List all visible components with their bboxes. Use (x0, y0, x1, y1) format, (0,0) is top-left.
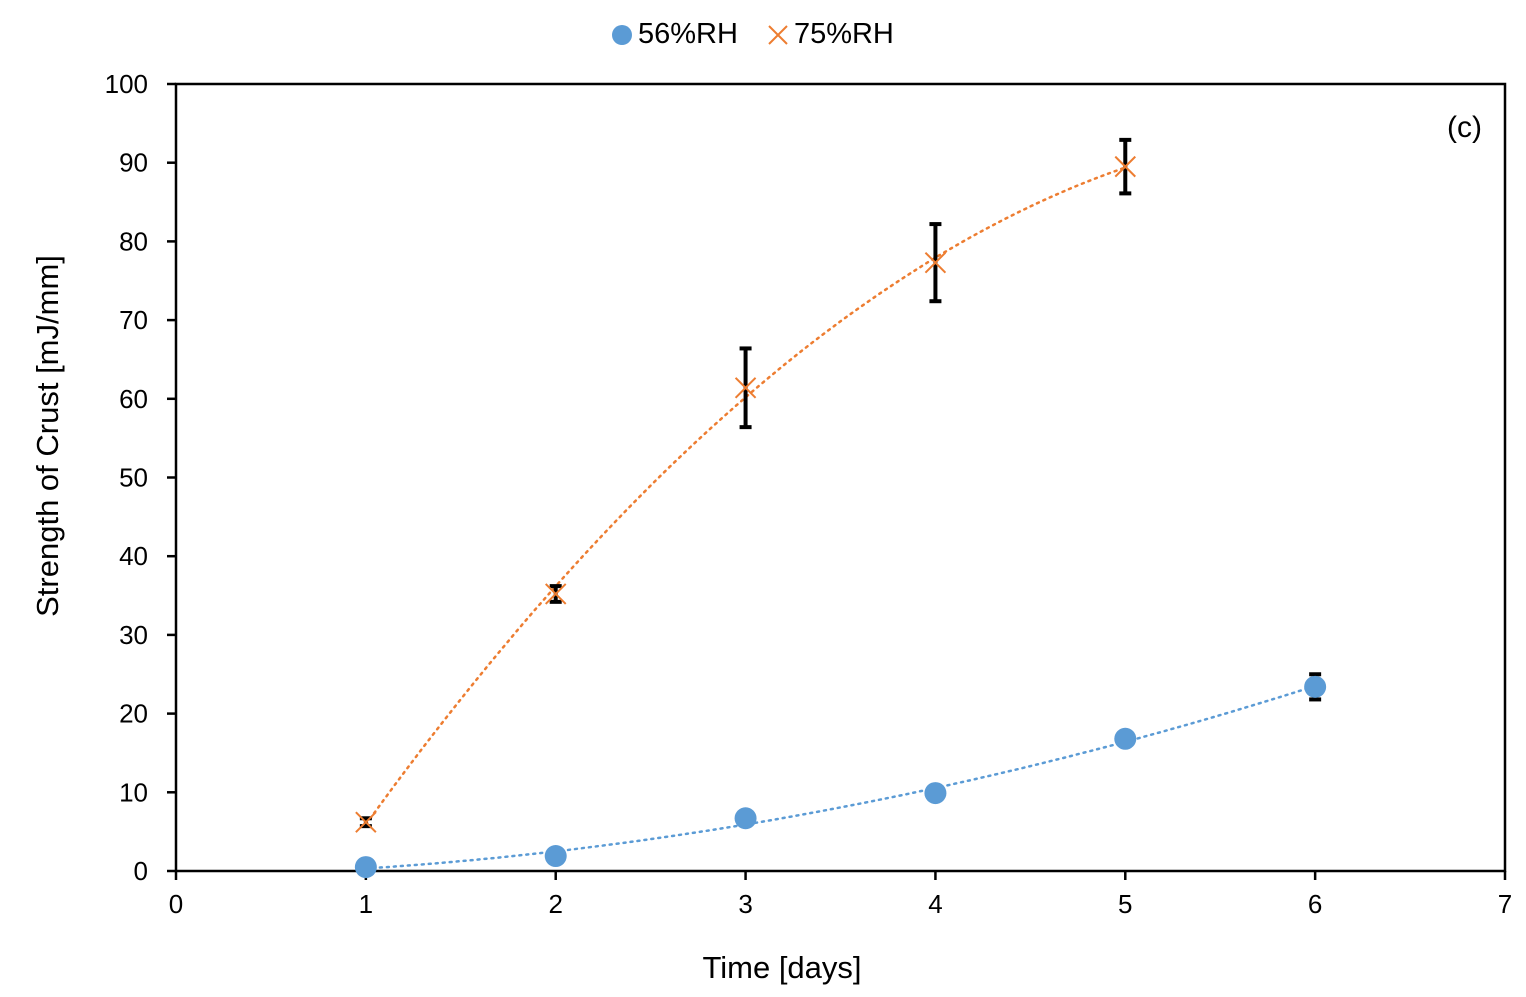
data-point (734, 377, 757, 399)
data-point (545, 583, 567, 605)
trendline-0 (364, 684, 1317, 870)
data-point (1114, 155, 1136, 178)
x-tick-label: 7 (1498, 889, 1512, 919)
y-tick-label: 50 (119, 463, 148, 493)
data-point (734, 807, 757, 830)
x-marker-icon (768, 24, 788, 45)
y-tick-label: 60 (119, 384, 148, 414)
data-point (355, 811, 377, 833)
panel-label: (c) (1447, 111, 1482, 144)
y-tick-label: 0 (134, 856, 148, 886)
error-bars (359, 137, 1322, 872)
y-tick-label: 80 (119, 226, 148, 256)
chart-legend: 56%RH 75%RH (610, 18, 894, 51)
legend-label-56rh: 56%RH (638, 18, 738, 50)
x-tick-label: 5 (1118, 889, 1132, 919)
data-point (544, 845, 567, 868)
legend-item-75rh: 75%RH (766, 18, 894, 51)
y-axis: 0 10 20 30 40 50 60 70 80 90 100 (105, 69, 176, 886)
y-tick-label: 90 (119, 148, 148, 178)
y-tick-label: 30 (119, 620, 148, 650)
y-axis-title: Strength of Crust [mJ/mm] (30, 255, 65, 617)
legend-item-56rh: 56%RH (610, 18, 738, 51)
x-axis-title: Time [days] (702, 950, 861, 985)
data-point (354, 856, 377, 879)
data-points (354, 155, 1327, 879)
legend-label-75rh: 75%RH (793, 18, 894, 50)
y-tick-label: 100 (105, 69, 148, 99)
data-point (924, 782, 947, 805)
x-tick-label: 3 (738, 889, 752, 919)
trendlines (364, 166, 1317, 870)
data-point (1304, 675, 1327, 698)
x-tick-label: 6 (1308, 889, 1322, 919)
x-tick-label: 4 (928, 889, 942, 919)
y-tick-label: 70 (119, 305, 148, 335)
circle-marker-icon (612, 24, 632, 45)
y-tick-label: 10 (119, 777, 148, 807)
x-tick-label: 0 (169, 889, 183, 919)
data-point (1114, 727, 1137, 750)
y-tick-label: 40 (119, 541, 148, 571)
x-axis: 0 1 2 3 4 5 6 7 (169, 871, 1512, 919)
trendline-1 (364, 166, 1127, 826)
x-tick-label: 1 (359, 889, 373, 919)
plot-area (174, 82, 1507, 873)
y-tick-label: 20 (119, 699, 148, 729)
x-tick-label: 2 (548, 889, 562, 919)
data-point (924, 251, 947, 274)
